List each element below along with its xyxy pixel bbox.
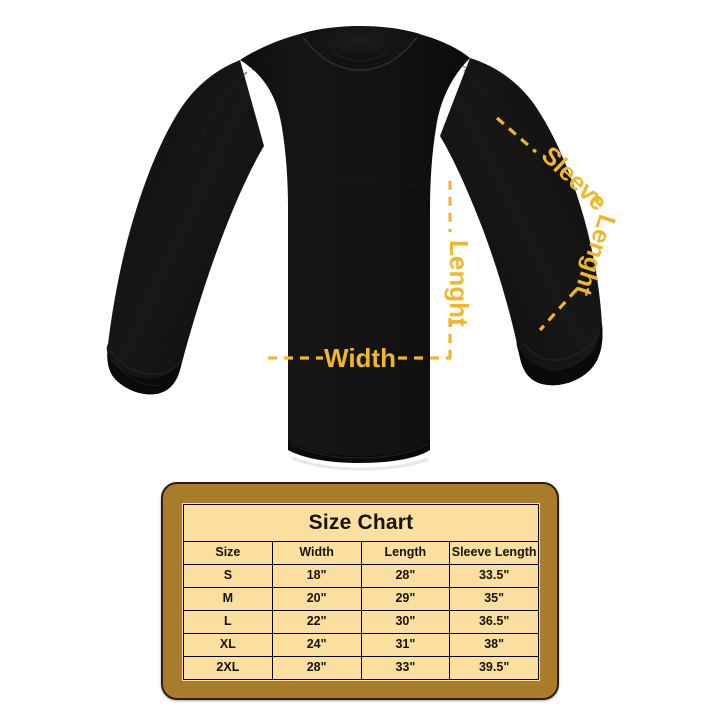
table-row: L 22" 30" 36.5" — [183, 610, 539, 634]
width-measure: Width — [268, 343, 451, 373]
width-label: Width — [324, 343, 396, 373]
cell-size: XL — [183, 633, 273, 657]
sleeve-label-upper: Sleeve — [536, 141, 613, 216]
table-row: XL 24" 31" 38" — [183, 633, 539, 657]
table-row: 2XL 28" 33" 39.5" — [183, 656, 539, 680]
cell-length: 33" — [360, 656, 451, 680]
cell-width: 22" — [271, 610, 362, 634]
cell-length: 29" — [360, 587, 451, 611]
cell-sleeve: 35" — [449, 587, 539, 611]
cell-size: M — [183, 587, 273, 611]
cell-size: S — [183, 564, 273, 588]
length-measure: Lenght — [444, 181, 474, 358]
cell-sleeve: 33.5" — [449, 564, 539, 588]
cell-length: 31" — [360, 633, 451, 657]
table-row: S 18" 28" 33.5" — [183, 564, 539, 588]
column-header-length: Length — [360, 541, 451, 565]
cell-length: 28" — [360, 564, 451, 588]
size-chart-table: Size Chart Size Width Length Sleeve Leng… — [183, 504, 539, 680]
cell-sleeve: 36.5" — [449, 610, 539, 634]
column-header-sleeve-length: Sleeve Length — [449, 541, 539, 565]
size-chart-title-row: Size Chart — [183, 504, 539, 542]
sleeve-length-measure: Sleeve Lenght — [495, 116, 621, 332]
length-label: Lenght — [444, 240, 474, 327]
shirt-body — [240, 28, 470, 471]
cell-sleeve: 39.5" — [449, 656, 539, 680]
cell-width: 24" — [271, 633, 362, 657]
cell-size: 2XL — [183, 656, 273, 680]
column-header-width: Width — [271, 541, 362, 565]
size-chart-header-row: Size Width Length Sleeve Length — [183, 541, 539, 565]
cell-sleeve: 38" — [449, 633, 539, 657]
table-row: M 20" 29" 35" — [183, 587, 539, 611]
sleeve-label-lower: Lenght — [568, 211, 621, 300]
size-chart-panel: Size Chart Size Width Length Sleeve Leng… — [161, 482, 559, 700]
cell-width: 28" — [271, 656, 362, 680]
cell-width: 20" — [271, 587, 362, 611]
left-sleeve — [106, 60, 264, 395]
cell-width: 18" — [271, 564, 362, 588]
cell-length: 30" — [360, 610, 451, 634]
size-chart-title: Size Chart — [183, 504, 539, 542]
column-header-size: Size — [183, 541, 273, 565]
cell-size: L — [183, 610, 273, 634]
collar — [300, 26, 420, 72]
